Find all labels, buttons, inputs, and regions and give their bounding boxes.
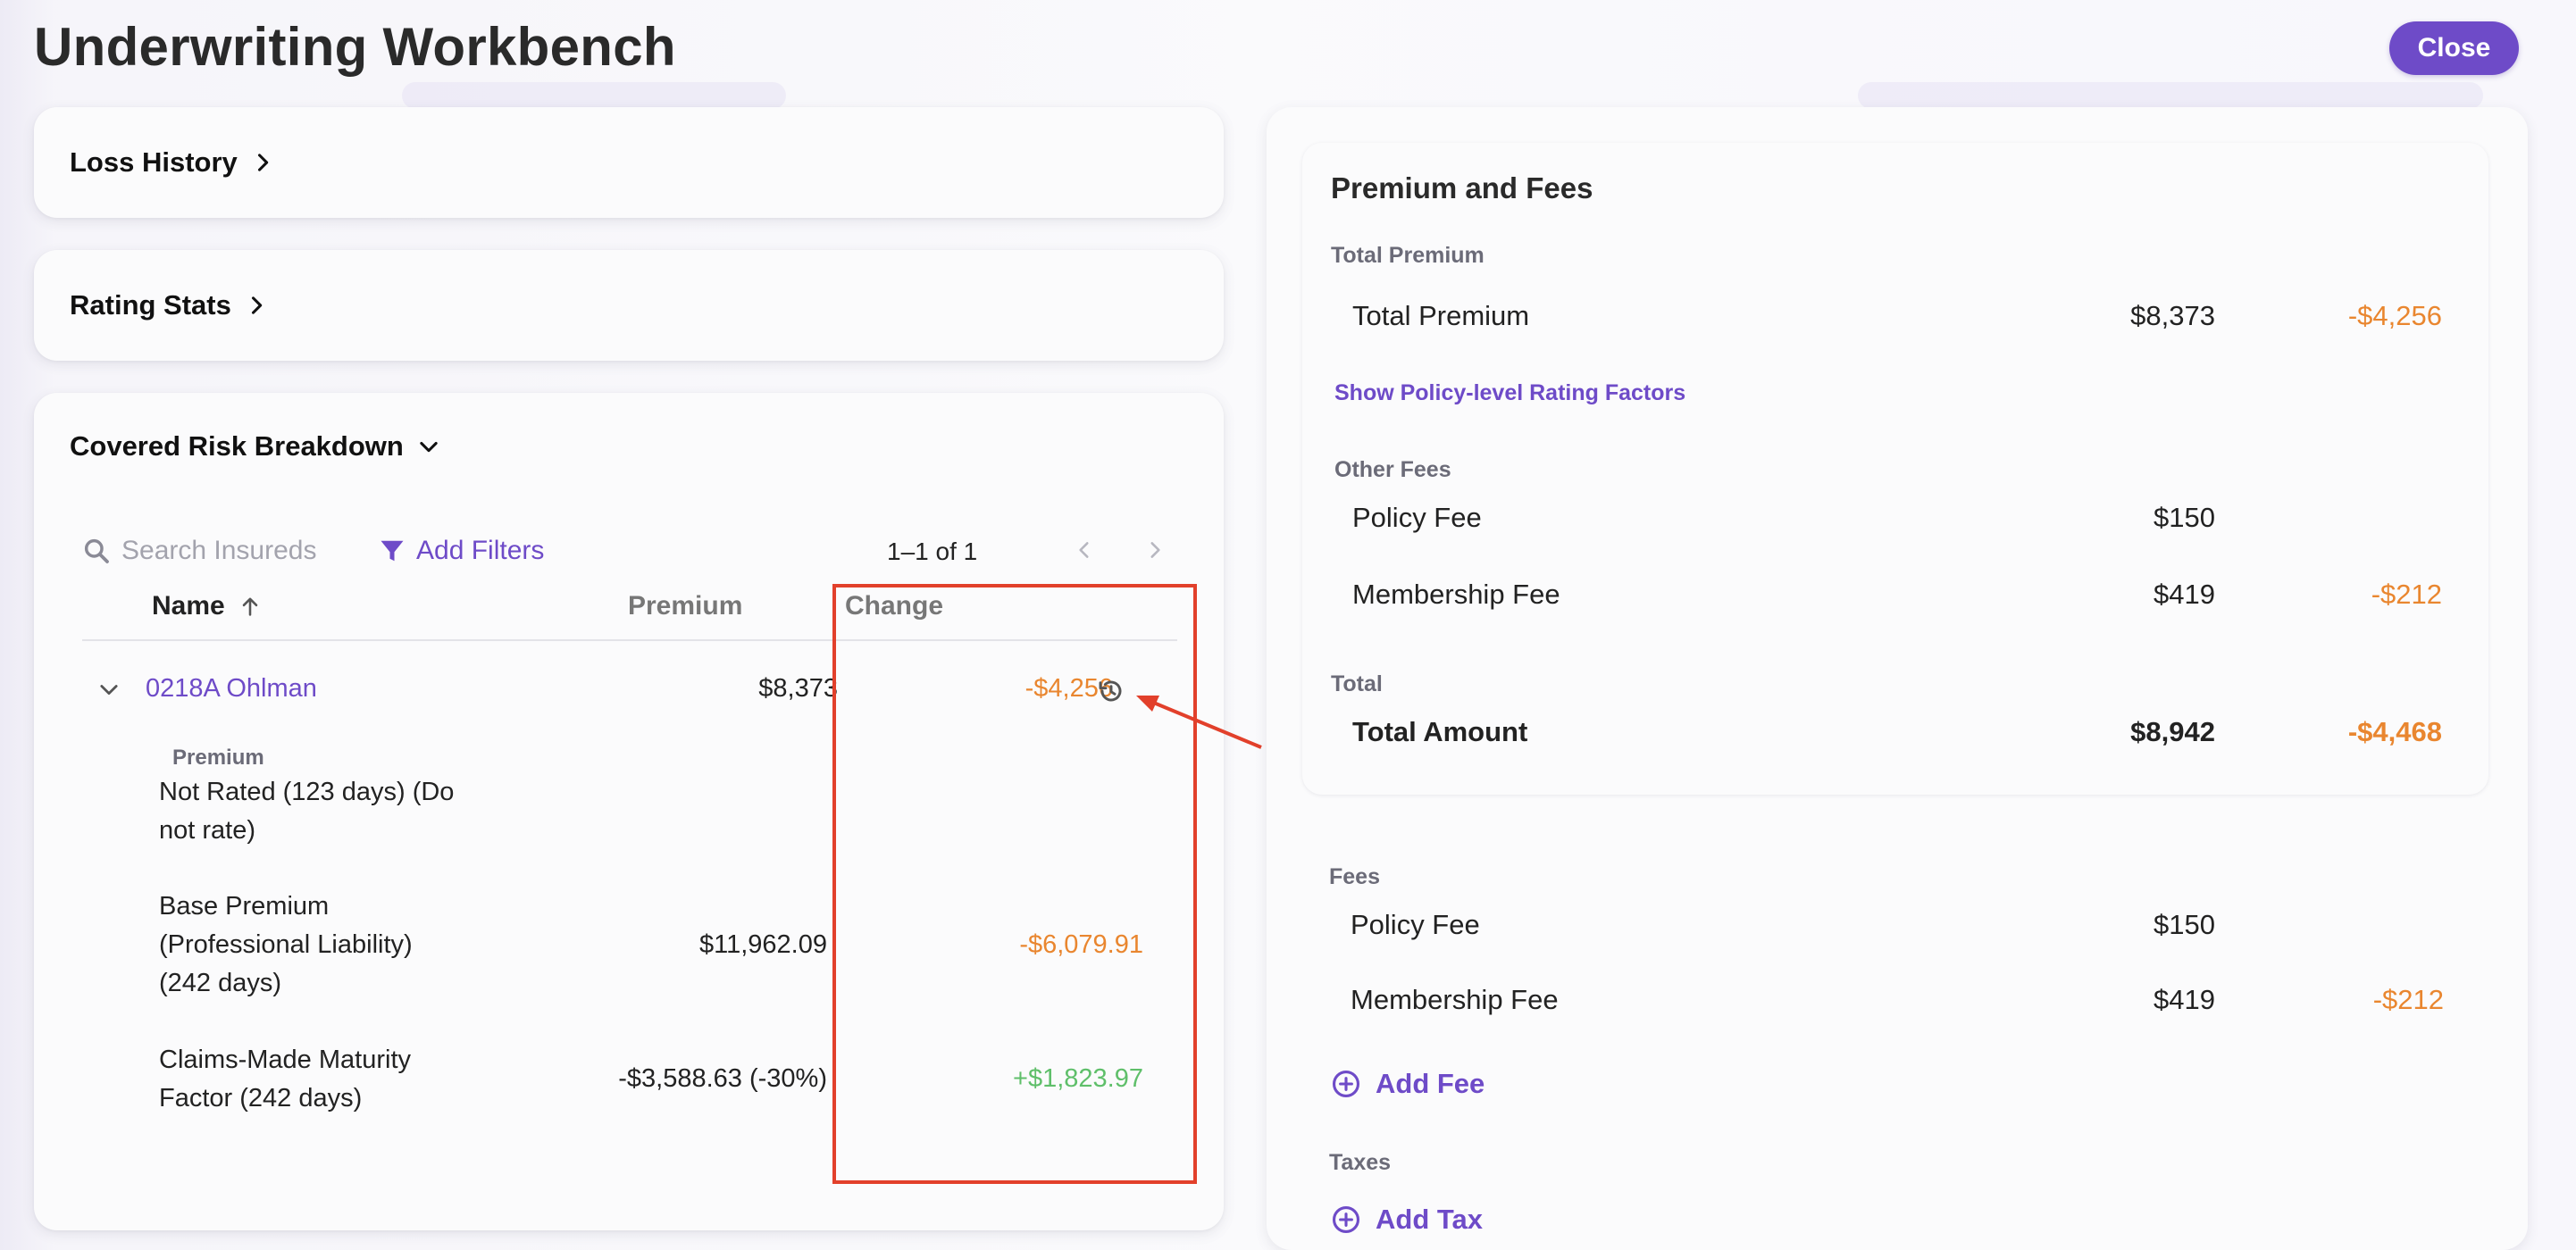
table-header-divider	[82, 639, 1177, 641]
detail-name-line: Base Premium	[159, 892, 330, 921]
plus-circle-icon	[1332, 1205, 1360, 1234]
rating-stats-card[interactable]: Rating Stats	[34, 250, 1224, 361]
other-fee-value: $419	[2154, 579, 2215, 610]
column-name-label: Name	[152, 591, 225, 621]
detail-line-base-premium: Base Premium (Professional Liability) (2…	[159, 888, 413, 1003]
detail-premium: -$3,588.63 (-30%)	[618, 1064, 827, 1093]
fee-change: -$212	[2372, 984, 2444, 1015]
detail-name-line: Not Rated (123 days) (Do	[159, 778, 455, 806]
total-amount-name: Total Amount	[1352, 716, 1528, 747]
search-placeholder: Search Insureds	[121, 536, 317, 565]
rating-stats-label: Rating Stats	[70, 289, 231, 321]
covered-risk-label: Covered Risk Breakdown	[70, 430, 404, 462]
other-fee-name: Membership Fee	[1352, 579, 1560, 610]
background-blur-element	[402, 82, 786, 109]
total-premium-value: $8,373	[2130, 300, 2215, 331]
fees-label: Fees	[1329, 864, 1380, 889]
show-rating-factors-link[interactable]: Show Policy-level Rating Factors	[1334, 380, 1686, 405]
other-fee-name: Policy Fee	[1352, 502, 1482, 533]
loss-history-label: Loss History	[70, 146, 238, 178]
chevron-right-icon	[251, 296, 263, 314]
covered-risk-card: Covered Risk Breakdown Search Insureds A…	[34, 393, 1224, 1230]
chevron-down-icon[interactable]	[96, 677, 121, 702]
search-input[interactable]: Search Insureds	[82, 536, 316, 566]
background-blur-element	[1858, 82, 2483, 109]
page-title: Underwriting Workbench	[34, 17, 676, 77]
sort-ascending-icon	[242, 597, 258, 616]
detail-name-line: not rate)	[159, 816, 255, 845]
annotation-highlight-box	[832, 584, 1197, 1184]
total-premium-change: -$4,256	[2347, 300, 2442, 331]
pagination-text: 1–1 of 1	[887, 538, 978, 565]
premium-fees-title: Premium and Fees	[1331, 171, 1593, 204]
pagination-prev-button[interactable]	[1068, 534, 1100, 566]
other-fee-value: $150	[2154, 502, 2215, 533]
column-header-premium[interactable]: Premium	[628, 591, 743, 621]
other-fee-change: -$212	[2371, 579, 2442, 610]
detail-name-line: Claims-Made Maturity	[159, 1046, 411, 1074]
detail-line-not-rated: Not Rated (123 days) (Do not rate)	[159, 773, 454, 850]
covered-risk-header[interactable]: Covered Risk Breakdown	[70, 430, 441, 462]
detail-name-line: Factor (242 days)	[159, 1084, 363, 1112]
chevron-left-icon	[1079, 542, 1089, 558]
fee-name: Membership Fee	[1351, 984, 1559, 1015]
total-amount-change: -$4,468	[2347, 716, 2442, 747]
premium-fees-panel: Premium and Fees Total Premium Total Pre…	[1267, 107, 2528, 1250]
detail-line-claims-made: Claims-Made Maturity Factor (242 days)	[159, 1041, 411, 1118]
close-button[interactable]: Close	[2389, 21, 2519, 75]
detail-change: +$1,823.97	[1013, 1064, 1143, 1093]
search-icon	[84, 538, 109, 563]
other-fees-label: Other Fees	[1334, 457, 1451, 482]
total-amount-value: $8,942	[2130, 716, 2215, 747]
fee-value: $419	[2154, 984, 2215, 1015]
detail-change: -$6,079.91	[1019, 930, 1143, 959]
add-fee-label: Add Fee	[1376, 1068, 1485, 1099]
annotation-arrow	[1136, 696, 1262, 749]
insured-name-link[interactable]: 0218A Ohlman	[146, 674, 317, 703]
add-filters-button[interactable]: Add Filters	[379, 536, 544, 566]
rating-stats-header[interactable]: Rating Stats	[70, 289, 269, 321]
detail-premium: $11,962.09	[699, 930, 827, 959]
fee-value: $150	[2154, 909, 2215, 940]
total-premium-label: Total Premium	[1331, 243, 1485, 268]
loss-history-card[interactable]: Loss History	[34, 107, 1224, 218]
chevron-right-icon	[257, 154, 268, 171]
taxes-label: Taxes	[1329, 1150, 1392, 1175]
chevron-right-icon	[1150, 542, 1160, 558]
total-premium-name: Total Premium	[1352, 300, 1530, 331]
history-icon[interactable]	[1097, 677, 1125, 705]
loss-history-header[interactable]: Loss History	[70, 146, 275, 179]
fee-name: Policy Fee	[1351, 909, 1480, 940]
row-premium: $8,373	[758, 674, 838, 703]
row-change: -$4,256	[1025, 674, 1113, 703]
column-header-change[interactable]: Change	[845, 591, 944, 621]
column-header-name[interactable]: Name	[152, 591, 263, 621]
chevron-down-icon	[420, 441, 438, 453]
add-tax-button[interactable]: Add Tax	[1331, 1204, 1483, 1236]
plus-circle-icon	[1332, 1070, 1360, 1098]
premium-summary-card: Premium and Fees Total Premium Total Pre…	[1302, 143, 2488, 795]
filter-icon	[381, 540, 404, 562]
add-fee-button[interactable]: Add Fee	[1331, 1068, 1485, 1100]
detail-name-line: (242 days)	[159, 969, 282, 997]
add-tax-label: Add Tax	[1376, 1204, 1483, 1235]
pagination-next-button[interactable]	[1139, 534, 1171, 566]
premium-section-label: Premium	[172, 746, 264, 770]
detail-name-line: (Professional Liability)	[159, 930, 413, 959]
add-filters-label: Add Filters	[416, 536, 545, 565]
total-label: Total	[1331, 671, 1383, 696]
